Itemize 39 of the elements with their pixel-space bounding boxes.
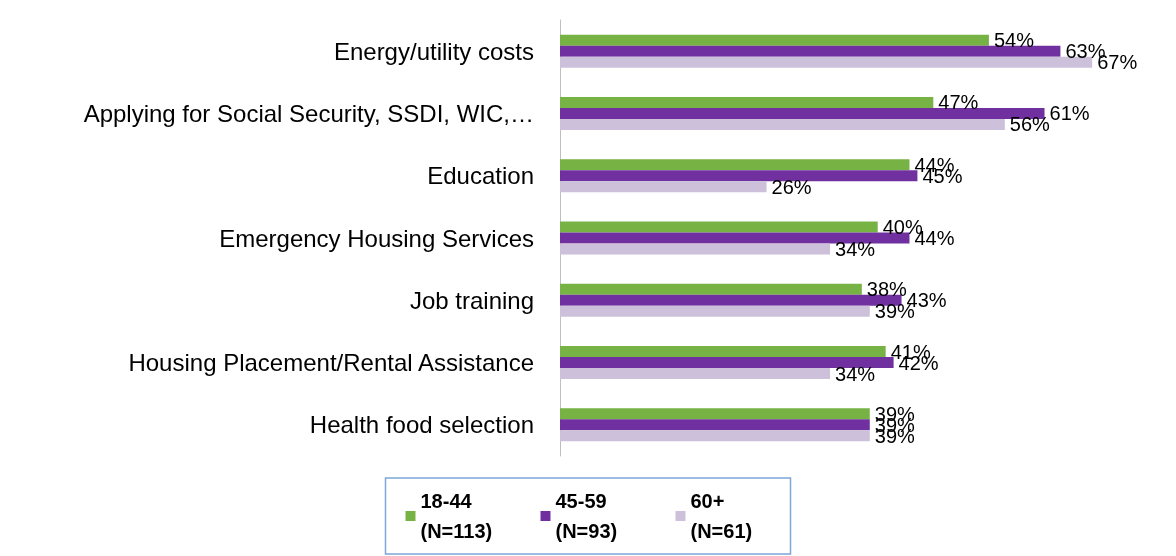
bar xyxy=(560,181,767,193)
bar xyxy=(560,294,902,306)
bar xyxy=(560,419,870,431)
legend-label: 18-44 (N=113) xyxy=(420,490,493,542)
y-tick-label: Health food selection xyxy=(309,411,534,439)
data-label: 26% xyxy=(771,175,812,198)
bar xyxy=(560,408,870,420)
bar xyxy=(560,107,1045,119)
bar xyxy=(560,159,910,171)
bar xyxy=(560,96,934,108)
legend-label: 45-59 (N=93) xyxy=(555,490,618,542)
bar xyxy=(560,221,878,233)
y-tick-label: Applying for Social Security, SSDI, WIC,… xyxy=(83,99,534,127)
y-tick-label: Job training xyxy=(409,286,534,314)
y-tick-label: Emergency Housing Services xyxy=(219,224,534,252)
data-label: 61% xyxy=(1049,102,1090,125)
bar xyxy=(560,368,831,380)
data-label: 34% xyxy=(835,362,876,385)
data-label: 38% xyxy=(866,278,908,301)
bar xyxy=(560,283,862,295)
data-label: 47% xyxy=(938,91,979,114)
bar xyxy=(560,243,831,255)
bar xyxy=(560,34,989,46)
bar xyxy=(560,430,870,442)
bar xyxy=(560,232,910,244)
bar xyxy=(560,170,918,182)
bar xyxy=(560,357,894,369)
bar xyxy=(560,305,870,317)
bar xyxy=(560,346,886,358)
bar xyxy=(560,118,1005,130)
legend-label: 60+ (N=61) xyxy=(690,490,753,542)
y-tick-label: Energy/utility costs xyxy=(333,37,534,65)
y-tick-label: Housing Placement/Rental Assistance xyxy=(128,349,534,377)
bar xyxy=(560,45,1061,57)
data-label: 34% xyxy=(835,238,876,260)
data-label: 54% xyxy=(993,29,1035,52)
y-tick-label: Education xyxy=(427,162,534,190)
bar xyxy=(560,56,1093,68)
data-label: 56% xyxy=(1009,113,1051,136)
